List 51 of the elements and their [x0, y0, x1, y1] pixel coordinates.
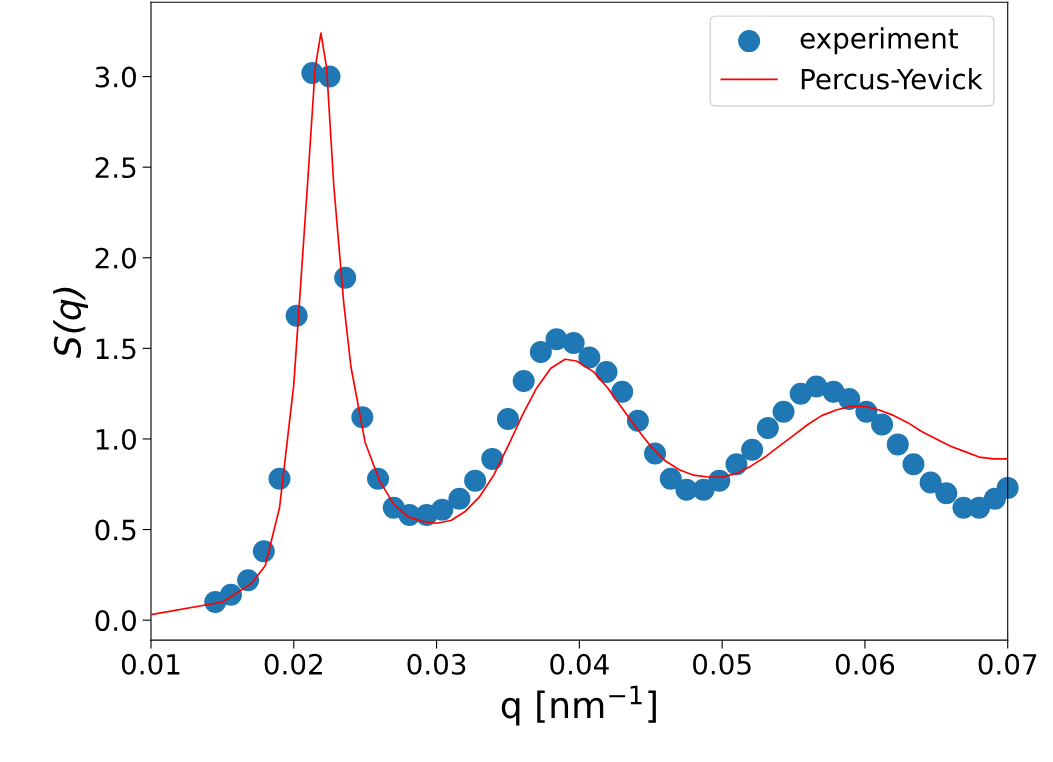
point	[659, 467, 682, 490]
point	[838, 388, 861, 411]
point	[855, 400, 878, 423]
x-tick-label: 0.07	[978, 653, 1037, 675]
point	[902, 453, 925, 476]
y-tick-label: 2.0	[95, 247, 136, 269]
x-tick-label: 0.01	[121, 653, 180, 675]
x-tick-label: 0.06	[835, 653, 895, 675]
point	[578, 346, 601, 369]
point	[644, 442, 667, 465]
point	[692, 478, 715, 501]
y-tick-label: 1.0	[96, 428, 136, 450]
x-tick-label: 0.05	[693, 653, 751, 675]
x-tick-label: 0.04	[550, 653, 609, 675]
point	[529, 340, 552, 363]
y-tick-label: 0.0	[95, 610, 136, 632]
legend-label: experiment	[800, 27, 959, 55]
point	[252, 540, 275, 563]
point	[545, 328, 568, 351]
point	[496, 408, 519, 431]
point	[805, 375, 828, 398]
point	[512, 369, 535, 392]
point	[562, 331, 585, 354]
point	[772, 400, 795, 423]
point	[935, 482, 958, 505]
point	[996, 476, 1019, 499]
point	[871, 413, 894, 436]
point	[481, 447, 504, 470]
point	[464, 469, 487, 492]
point	[886, 433, 909, 456]
point	[595, 360, 618, 383]
point	[448, 487, 471, 510]
point	[968, 496, 991, 519]
legend-label: Percus-Yevick	[801, 68, 983, 90]
x-tick-label: 0.02	[264, 653, 322, 675]
y-axis-title: S(q)	[53, 287, 89, 358]
point	[611, 380, 634, 403]
x-tick-label: 0.03	[407, 653, 466, 675]
point	[741, 438, 764, 461]
y-tick-label: 3.0	[95, 66, 136, 88]
y-tick-label: 0.5	[95, 519, 136, 541]
point	[626, 409, 649, 432]
point	[756, 417, 779, 440]
point	[268, 467, 291, 490]
y-tick-label: 2.5	[95, 157, 136, 179]
point	[725, 453, 748, 476]
point	[919, 471, 942, 494]
y-tick-label: 1.5	[96, 338, 136, 360]
point	[431, 498, 454, 521]
point	[219, 583, 242, 606]
x-axis-title: q [nm$^{−1}$]	[501, 685, 656, 726]
